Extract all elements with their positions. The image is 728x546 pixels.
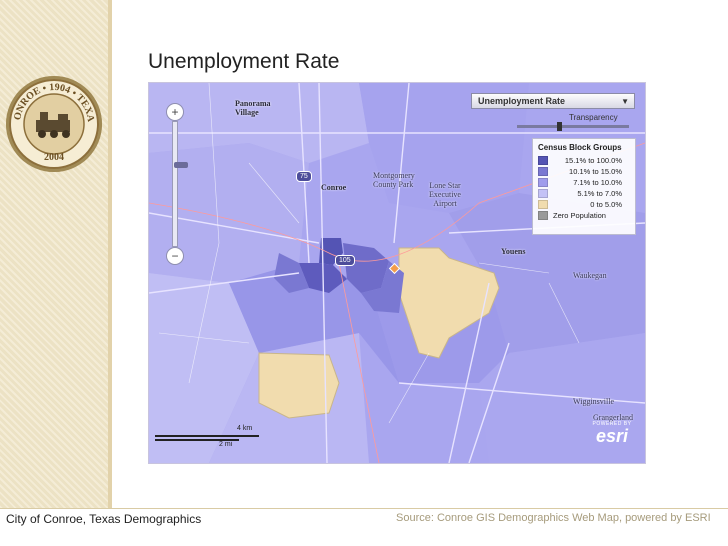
layer-select-dropdown[interactable]: Unemployment Rate ▼ xyxy=(471,93,635,109)
legend-swatch xyxy=(538,211,548,220)
zoom-out-button[interactable]: − xyxy=(166,247,184,265)
scale-label-mi: 2 mi xyxy=(219,441,233,448)
highway-75-shield: 75 xyxy=(296,171,312,182)
place-label-lone-star-airport: Lone Star Executive Airport xyxy=(429,181,461,208)
legend-item: 15.1% to 100.0% xyxy=(538,155,630,166)
city-seal-logo: CONROE • 1904 • TEXAS 2004 xyxy=(2,68,102,172)
legend-item: 10.1% to 15.0% xyxy=(538,166,630,177)
sidebar-divider xyxy=(108,0,112,508)
zoom-in-button[interactable]: + xyxy=(166,103,184,121)
slide-footer xyxy=(0,508,728,539)
map-viewer[interactable]: + − Unemployment Rate ▼ Transparency Cen… xyxy=(148,82,646,464)
map-canvas[interactable] xyxy=(149,83,645,463)
legend-item: 0 to 5.0% xyxy=(538,199,630,210)
transparency-label: Transparency xyxy=(569,113,618,122)
legend-label: 15.1% to 100.0% xyxy=(564,156,622,165)
legend-label: 7.1% to 10.0% xyxy=(573,178,622,187)
place-label-grangerland: Grangerland xyxy=(593,413,633,422)
footer-source: Source: Conroe GIS Demographics Web Map,… xyxy=(396,512,711,524)
highway-105-shield: 105 xyxy=(335,255,355,266)
locomotive-seal-icon: CONROE • 1904 • TEXAS 2004 xyxy=(2,68,99,169)
legend-item: 7.1% to 10.0% xyxy=(538,177,630,188)
place-label-youens: Youens xyxy=(501,247,526,256)
legend-swatch xyxy=(538,156,548,165)
legend-swatch xyxy=(538,200,548,209)
place-label-wigginsville: Wigginsville xyxy=(573,397,615,406)
legend-swatch xyxy=(538,167,548,176)
chevron-down-icon: ▼ xyxy=(621,97,629,106)
place-label-montgomery-county-park: Montgomery County Park xyxy=(373,171,415,189)
map-legend: Census Block Groups 15.1% to 100.0% 10.1… xyxy=(532,138,636,235)
footer-title: City of Conroe, Texas Demographics xyxy=(6,512,202,526)
esri-brand-text: esri xyxy=(595,426,629,446)
place-label-conroe: Conroe xyxy=(321,183,347,192)
legend-swatch xyxy=(538,189,548,198)
legend-item: 5.1% to 7.0% xyxy=(538,188,630,199)
legend-item: Zero Population xyxy=(538,210,630,221)
legend-swatch xyxy=(538,178,548,187)
slide-title: Unemployment Rate xyxy=(148,50,340,73)
seal-bottom-text: 2004 xyxy=(44,152,64,163)
scale-bar-km xyxy=(155,435,259,437)
scale-bar-mi xyxy=(155,439,239,441)
scale-label-km: 4 km xyxy=(237,425,253,432)
transparency-slider[interactable] xyxy=(517,122,629,131)
zoom-slider-thumb[interactable] xyxy=(174,162,188,168)
place-label-panorama-village: Panorama Village xyxy=(235,99,271,117)
transparency-slider-thumb[interactable] xyxy=(557,122,562,131)
map-scale-bar: 4 km 2 mi xyxy=(153,423,273,453)
zoom-control[interactable]: + − xyxy=(166,103,188,265)
place-label-waukegan: Waukegan xyxy=(573,271,607,280)
legend-label: 0 to 5.0% xyxy=(590,200,622,209)
legend-label: 5.1% to 7.0% xyxy=(577,189,622,198)
legend-title: Census Block Groups xyxy=(538,143,622,152)
legend-label: 10.1% to 15.0% xyxy=(569,167,622,176)
esri-powered-text: POWERED BY xyxy=(592,421,632,427)
zoom-slider-track[interactable] xyxy=(172,121,188,247)
legend-label: Zero Population xyxy=(553,211,606,220)
esri-logo: POWERED BY esri xyxy=(585,421,639,453)
layer-select-value: Unemployment Rate xyxy=(478,96,566,106)
